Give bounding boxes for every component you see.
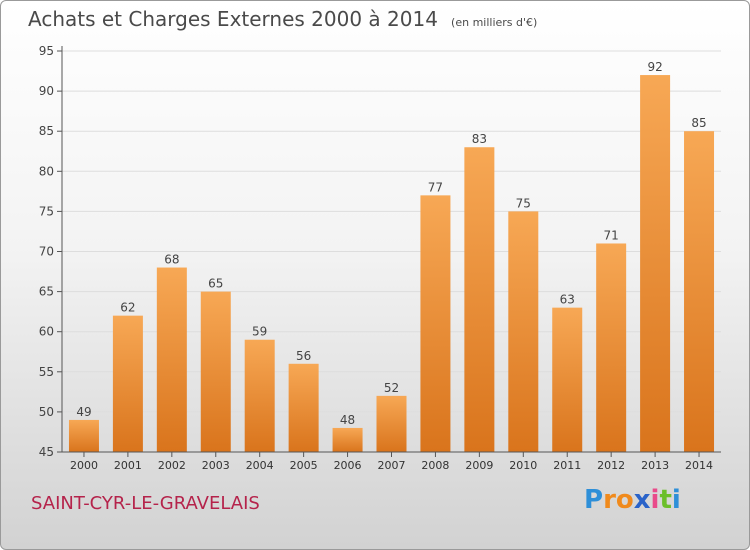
data-label: 75	[516, 196, 531, 210]
data-label: 77	[428, 180, 443, 194]
x-tick-label: 2013	[641, 459, 669, 472]
logo-letter: i	[650, 485, 660, 515]
bar	[684, 131, 715, 452]
data-label: 48	[340, 413, 355, 427]
x-tick-label: 2006	[334, 459, 362, 472]
bar	[156, 267, 187, 452]
y-tick-label: 75	[39, 204, 54, 218]
x-tick-label: 2012	[597, 459, 625, 472]
data-label: 63	[560, 293, 575, 307]
x-tick-label: 2011	[553, 459, 581, 472]
data-label: 85	[691, 116, 706, 130]
data-label: 68	[164, 253, 179, 267]
bar	[332, 427, 363, 452]
x-tick-label: 2007	[378, 459, 406, 472]
bar	[112, 315, 143, 452]
labels: 45 50 55 60 65 70 75 80 85 90 95 49 2000 62 2001 68 2002…	[39, 44, 713, 472]
x-tick-label: 2001	[114, 459, 142, 472]
x-tick-label: 2014	[685, 459, 713, 472]
logo-letter: P	[584, 485, 604, 515]
proxiti-logo: Proxiti	[584, 485, 681, 515]
bar	[288, 363, 319, 452]
bar	[640, 75, 671, 452]
x-tick-label: 2004	[246, 459, 274, 472]
y-tick-label: 80	[39, 164, 54, 178]
y-tick-label: 45	[39, 445, 54, 459]
data-label: 71	[604, 228, 619, 242]
bar	[376, 395, 407, 452]
x-tick-label: 2003	[202, 459, 230, 472]
y-tick-label: 85	[39, 124, 54, 138]
bar	[68, 419, 99, 452]
bar	[244, 339, 275, 452]
bar	[200, 291, 231, 452]
bars	[68, 75, 715, 453]
y-tick-label: 95	[39, 44, 54, 58]
x-tick-label: 2005	[290, 459, 318, 472]
bar	[596, 243, 627, 452]
axes	[57, 46, 721, 457]
data-label: 83	[472, 132, 487, 146]
y-tick-label: 60	[39, 325, 54, 339]
logo-letter: i	[671, 485, 681, 515]
chart-title: Achats et Charges Externes 2000 à 2014	[28, 7, 438, 31]
x-tick-label: 2010	[509, 459, 537, 472]
x-tick-label: 2002	[158, 459, 186, 472]
logo-letter: t	[659, 485, 672, 515]
y-tick-label: 90	[39, 84, 54, 98]
chart-subtitle: (en milliers d'€)	[451, 16, 538, 29]
bar	[420, 195, 451, 453]
y-tick-label: 65	[39, 285, 54, 299]
bar	[508, 211, 539, 452]
title-row: Achats et Charges Externes 2000 à 2014 (…	[28, 7, 537, 31]
logo-letter: r	[603, 485, 616, 515]
data-label: 49	[76, 405, 91, 419]
y-tick-label: 70	[39, 245, 54, 259]
y-tick-label: 55	[39, 365, 54, 379]
x-tick-label: 2009	[465, 459, 493, 472]
data-label: 92	[647, 60, 662, 74]
data-label: 59	[252, 325, 267, 339]
data-label: 56	[296, 349, 311, 363]
bar	[552, 307, 583, 452]
bar	[464, 147, 495, 453]
data-label: 52	[384, 381, 399, 395]
logo-letter: x	[633, 485, 651, 515]
data-label: 62	[120, 301, 135, 315]
logo-letter: o	[615, 485, 634, 515]
x-tick-label: 2000	[70, 459, 98, 472]
data-label: 65	[208, 277, 223, 291]
y-tick-label: 50	[39, 405, 54, 419]
x-tick-label: 2008	[421, 459, 449, 472]
location-name: SAINT-CYR-LE-GRAVELAIS	[31, 493, 260, 514]
